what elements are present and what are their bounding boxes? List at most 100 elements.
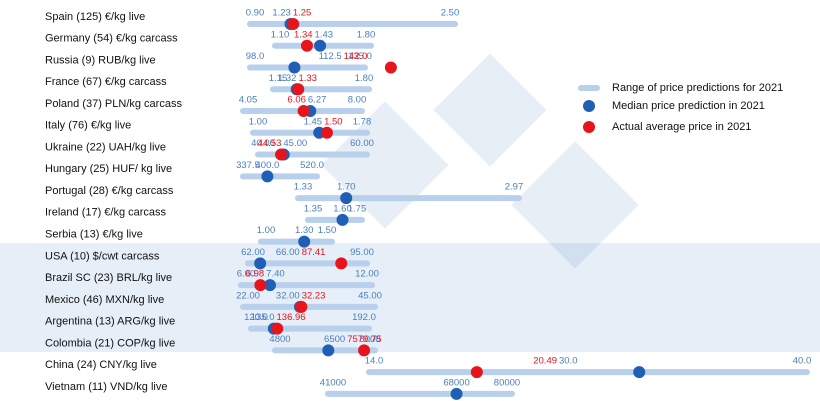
median-dot [340,192,353,205]
median-label: 66.00 [276,247,300,258]
range-max-label: 80000 [494,377,520,388]
range-max-label: 192.0 [352,312,376,323]
range-min-label: 40.00 [251,138,275,149]
median-dot [298,235,311,248]
range-max-label: 60.00 [350,138,374,149]
median-label: 7.40 [266,269,285,280]
range-max-label: 1.80 [357,29,376,40]
row-label: Spain (125) €/kg live [45,11,145,23]
row-label: Portugal (28) €/kg carcass [45,185,174,197]
row-label: Argentina (13) ARG/kg live [45,316,175,328]
actual-dot [335,257,348,270]
range-min-label: 1.33 [294,182,313,193]
range-min-label: 1.00 [257,225,276,236]
range-max-label: 1.78 [353,116,372,127]
row-label: Italy (76) €/kg live [45,120,131,132]
median-dot [322,344,335,357]
row-label: Colombia (21) COP/kg live [45,337,175,349]
range-max-label: 1.50 [318,225,337,236]
actual-label: 6.98 [246,269,265,280]
range-bar [248,325,372,332]
range-min-label: 337.5 [236,160,260,171]
actual-dot [320,126,333,139]
range-max-label: 8000 [359,334,380,345]
actual-dot [254,279,267,292]
range-min-label: 1.35 [304,203,323,214]
legend-label: Actual average price in 2021 [612,121,751,133]
median-dot [633,366,646,379]
median-dot [314,39,327,52]
range-min-label: 4800 [269,334,290,345]
row-label: Germany (54) €/kg carcass [45,33,178,45]
median-label: 45.00 [283,138,307,149]
median-label: 1.32 [278,73,297,84]
range-max-label: 12.00 [355,269,379,280]
actual-label: 1.50 [324,116,343,127]
row-label: Russia (9) RUB/kg live [45,54,156,66]
actual-label: 44.53 [258,138,282,149]
range-max-label: 8.00 [348,95,367,106]
range-max-label: 2.97 [505,182,524,193]
actual-dot [297,105,310,118]
range-max-label: 520.0 [300,160,324,171]
range-max-label: 2.50 [441,8,460,19]
actual-dot [292,83,305,96]
actual-label: 1.33 [298,73,317,84]
median-label: 1.45 [304,116,323,127]
median-label: 32.00 [276,290,300,301]
range-min-label: 120.0 [244,312,268,323]
range-min-label: 1.15 [269,73,288,84]
range-min-label: 1.00 [249,116,268,127]
actual-label: 7579.75 [347,334,381,345]
median-dot [261,170,274,183]
range-bar [255,151,370,158]
median-label: 112.5 [319,51,342,62]
actual-label: 20.49 [533,356,557,367]
median-dot [263,279,276,292]
median-label: 400.0 [256,160,280,171]
range-min-label: 62.00 [241,247,265,258]
median-label: 1.70 [337,182,356,193]
actual-label: 6.06 [287,95,306,106]
row-label: Vietnam (11) VND/kg live [45,381,167,393]
row-label: Serbia (13) €/kg live [45,229,143,241]
range-bar [295,195,522,202]
actual-label: 1.34 [294,29,313,40]
range-min-label: 6.00 [237,269,256,280]
actual-dot [470,366,483,379]
range-bar [258,238,335,245]
actual-dot [275,148,288,161]
range-bar [240,303,378,310]
actual-dot [295,300,308,313]
range-bar [305,216,365,223]
range-min-label: 14.0 [365,356,384,367]
range-min-label: 0.90 [246,8,265,19]
median-dot [336,213,349,226]
row-label: Poland (37) PLN/kg carcass [45,98,182,110]
row-label: Ireland (17) €/kg carcass [45,207,167,219]
range-bar [247,64,368,71]
range-min-label: 1.10 [271,29,290,40]
row-label: France (67) €/kg carcass [45,76,167,88]
actual-dot [287,18,300,30]
row-label: China (24) CNY/kg live [45,359,157,371]
median-dot [254,257,267,270]
row-label: Brazil SC (23) BRL/kg live [45,272,172,284]
range-max-label: 1.80 [355,73,374,84]
median-label: 30.0 [559,356,578,367]
median-label: 6.27 [308,95,327,106]
median-label: 135.0 [251,312,275,323]
range-min-label: 4.05 [239,95,258,106]
actual-dot [384,61,397,74]
range-max-label: 135.0 [348,51,372,62]
range-bar [247,21,458,27]
range-max-label: 45.00 [358,290,382,301]
median-label: 1.23 [272,8,291,19]
row-label: Ukraine (22) UAH/kg live [45,141,166,153]
range-bar [325,390,515,397]
legend-label: Range of price predictions for 2021 [612,82,783,94]
actual-dot [358,344,371,357]
median-label: 1.30 [295,225,314,236]
range-bar [270,86,372,93]
row-label: Mexico (46) MXN/kg live [45,294,164,306]
